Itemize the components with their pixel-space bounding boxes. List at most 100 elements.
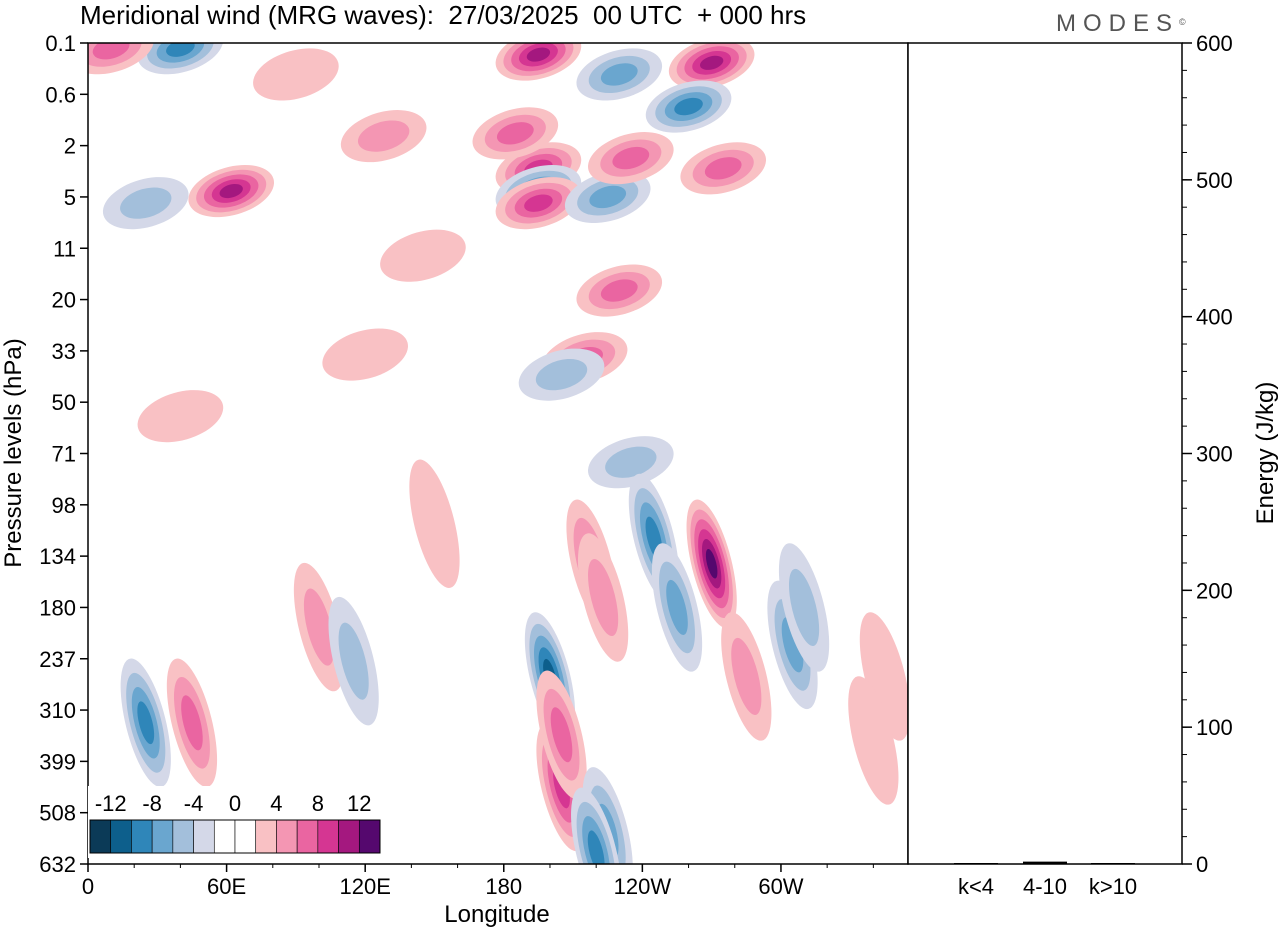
contour-band xyxy=(253,48,339,101)
y-tick-label: 237 xyxy=(39,647,76,672)
contour-band xyxy=(705,548,718,579)
contour-feature xyxy=(576,48,663,101)
y-tick-label: 180 xyxy=(39,595,76,620)
contour-feature xyxy=(778,543,830,672)
contour-band xyxy=(322,328,408,381)
contour-band xyxy=(788,568,820,646)
energy-category-label: k>10 xyxy=(1089,874,1137,899)
contour-feature xyxy=(588,132,674,185)
energy-bar xyxy=(1023,861,1067,864)
contour-feature xyxy=(120,658,171,787)
contour-band xyxy=(535,358,588,391)
y-tick-label: 632 xyxy=(39,852,76,877)
energy-tick-label: 500 xyxy=(1196,168,1233,193)
contour-feature xyxy=(686,499,737,628)
energy-tick-label: 200 xyxy=(1196,578,1233,603)
chart-title: Meridional wind (MRG waves): 27/03/2025 … xyxy=(80,0,807,30)
x-axis: 0 60E 120E 180 120W 60W xyxy=(82,864,874,899)
energy-bar xyxy=(954,863,998,865)
colorbar-swatch xyxy=(296,819,319,854)
y-tick-label: 0.1 xyxy=(45,31,76,56)
contour-band xyxy=(166,43,195,57)
energy-category-label: 4-10 xyxy=(1023,874,1067,899)
contour-band xyxy=(550,707,573,763)
contour-feature xyxy=(253,48,339,101)
x-tick-label: 0 xyxy=(82,874,94,899)
y-axis-label: Pressure levels (hPa) xyxy=(0,338,27,567)
energy-bars: k<4 4-10 k>10 xyxy=(954,861,1137,899)
contour-band xyxy=(731,637,762,715)
y-tick-label: 134 xyxy=(39,544,76,569)
contour-band xyxy=(605,446,657,478)
colorbar-swatch xyxy=(110,819,132,854)
colorbar-frame xyxy=(89,819,381,854)
contour-band xyxy=(303,588,335,666)
contour-feature xyxy=(668,43,755,89)
energy-category-label: k<4 xyxy=(958,874,994,899)
colorbar-label: -12 xyxy=(95,791,127,816)
brand-logo: MODES© xyxy=(1056,10,1186,38)
x-tick-label: 120E xyxy=(339,874,390,899)
colorbar-swatch xyxy=(151,819,174,854)
contour-band xyxy=(612,146,650,170)
contour-band xyxy=(589,185,627,209)
contour-feature xyxy=(518,348,605,401)
contour-feature xyxy=(721,612,772,741)
contour-feature xyxy=(571,787,622,864)
contour-band xyxy=(380,229,466,282)
contour-band xyxy=(526,47,551,62)
contour-feature xyxy=(495,43,582,81)
energy-tick-label: 100 xyxy=(1196,715,1233,740)
contour-feature xyxy=(848,676,899,805)
contour-band xyxy=(137,390,224,443)
contour-feature xyxy=(340,110,427,163)
colorbar-swatch xyxy=(317,819,339,854)
energy-tick-label: 300 xyxy=(1196,442,1233,467)
contour-feature xyxy=(588,436,674,489)
y-tick-label: 33 xyxy=(52,339,76,364)
contour-band xyxy=(137,701,155,745)
colorbar-label: 12 xyxy=(347,791,371,816)
colorbar-swatch xyxy=(131,819,153,854)
x-axis-label: Longitude xyxy=(444,901,549,928)
contour-band xyxy=(524,194,553,212)
x-tick-label: 180 xyxy=(485,874,522,899)
energy-tick-label: 0 xyxy=(1196,852,1208,877)
y-tick-label: 71 xyxy=(52,442,76,467)
contour-band xyxy=(219,183,243,199)
contour-feature xyxy=(472,107,559,160)
contour-feature xyxy=(577,533,629,662)
contour-band xyxy=(338,622,369,700)
contour-band xyxy=(600,63,638,86)
contour-feature xyxy=(322,328,408,381)
contour-feature xyxy=(409,459,460,588)
contour-band xyxy=(120,187,172,219)
contour-feature xyxy=(680,142,767,195)
colorbar-label: 4 xyxy=(270,791,282,816)
y-tick-label: 508 xyxy=(39,801,76,826)
contour-feature xyxy=(564,170,651,224)
brand-name: MODES xyxy=(1056,10,1180,37)
colorbar-swatch xyxy=(89,819,112,854)
colorbar-swatch xyxy=(338,819,360,854)
contour-band xyxy=(781,617,804,673)
contour-band xyxy=(587,830,605,864)
colorbar-swatch xyxy=(213,819,236,854)
contour-band xyxy=(859,612,908,741)
colorbar-swatch xyxy=(358,819,381,854)
energy-axis-label: Energy (J/kg) xyxy=(1252,382,1279,525)
colorbar-swatch xyxy=(172,819,194,854)
y-tick-label: 2 xyxy=(64,134,76,159)
contour-band xyxy=(699,55,724,70)
energy-axis: 0 100 200 300 400 500 600 xyxy=(1182,31,1233,877)
contour-feature xyxy=(645,80,732,133)
energy-panel xyxy=(907,42,1183,865)
colorbar-label: -4 xyxy=(184,791,204,816)
y-tick-label: 11 xyxy=(53,236,76,261)
contour-feature xyxy=(188,164,275,218)
contour-feature xyxy=(88,43,154,75)
contour-feature xyxy=(495,177,582,230)
colorbar-label: 8 xyxy=(312,791,324,816)
x-tick-label: 60W xyxy=(758,874,803,899)
